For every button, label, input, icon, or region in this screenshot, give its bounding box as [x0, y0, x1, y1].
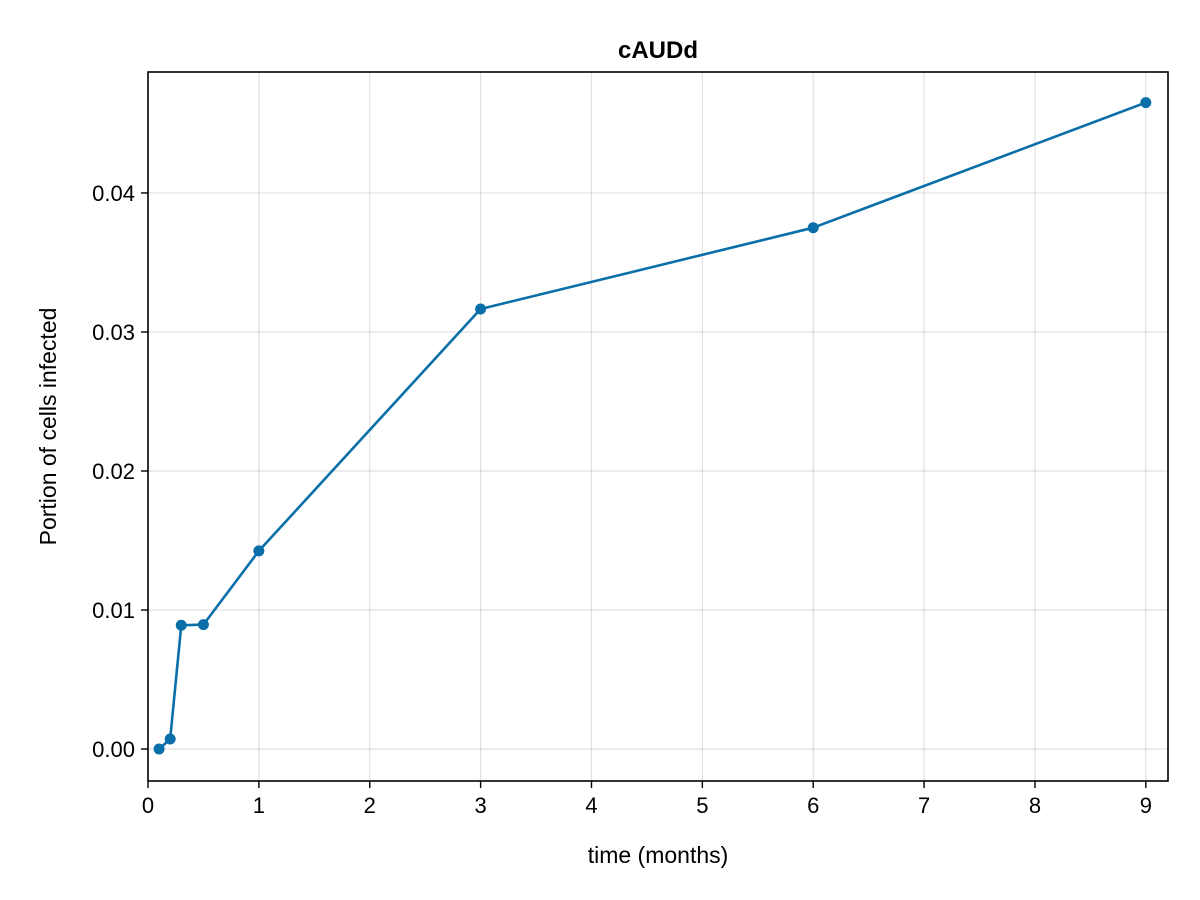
x-tick-labels: 0 1 2 3 4 5 6 7 8 9 [142, 793, 1152, 818]
data-point [1140, 97, 1152, 109]
x-tick-label: 1 [253, 793, 265, 818]
x-tick-label: 4 [585, 793, 597, 818]
x-tick-label: 2 [364, 793, 376, 818]
data-point [807, 222, 819, 234]
x-tick-label: 5 [696, 793, 708, 818]
data-point [153, 743, 165, 755]
y-tick-label: 0.03 [92, 320, 135, 345]
series-layer [153, 97, 1152, 755]
data-point [197, 619, 209, 631]
y-tick-label: 0.02 [92, 459, 135, 484]
x-tick-label: 0 [142, 793, 154, 818]
data-point [164, 733, 176, 745]
x-tick-label: 6 [807, 793, 819, 818]
y-tick-labels: 0.00 0.01 0.02 0.03 0.04 [92, 181, 135, 762]
series-line [158, 101, 1147, 750]
data-point [175, 619, 187, 631]
x-tick-label: 8 [1029, 793, 1041, 818]
grid-lines [147, 72, 1168, 781]
y-tick-label: 0.00 [92, 737, 135, 762]
x-axis-label: time (months) [588, 842, 729, 868]
y-tick-label: 0.01 [92, 598, 135, 623]
plot-frame [147, 71, 1169, 782]
data-point [253, 545, 265, 557]
y-axis-label: Portion of cells infected [35, 308, 61, 546]
chart-title: cAUDd [618, 37, 698, 64]
x-tick-label: 9 [1140, 793, 1152, 818]
tick-marks [141, 192, 1147, 788]
y-tick-label: 0.04 [92, 181, 135, 206]
x-tick-label: 3 [474, 793, 486, 818]
data-point [475, 303, 487, 315]
x-tick-label: 7 [918, 793, 930, 818]
